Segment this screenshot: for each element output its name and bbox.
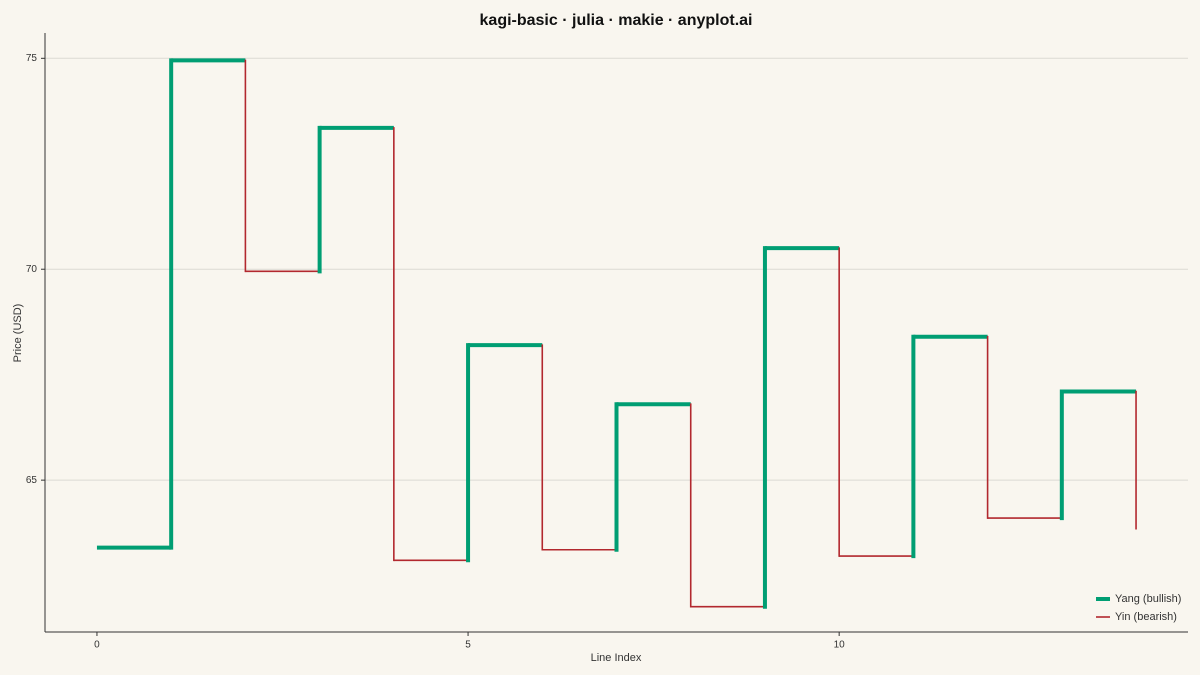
y-tick-label: 75 xyxy=(26,53,38,64)
x-tick-label: 5 xyxy=(465,640,471,651)
x-tick-label: 0 xyxy=(94,640,100,651)
legend-label: Yin (bearish) xyxy=(1115,611,1177,623)
y-axis-label: Price (USD) xyxy=(12,304,24,363)
y-tick-label: 70 xyxy=(26,264,38,275)
x-tick-label: 10 xyxy=(834,640,846,651)
x-axis-label: Line Index xyxy=(591,652,642,664)
legend-label: Yang (bullish) xyxy=(1115,593,1181,605)
y-tick-label: 65 xyxy=(26,475,38,486)
chart-title: kagi-basic · julia · makie · anyplot.ai xyxy=(480,12,753,29)
